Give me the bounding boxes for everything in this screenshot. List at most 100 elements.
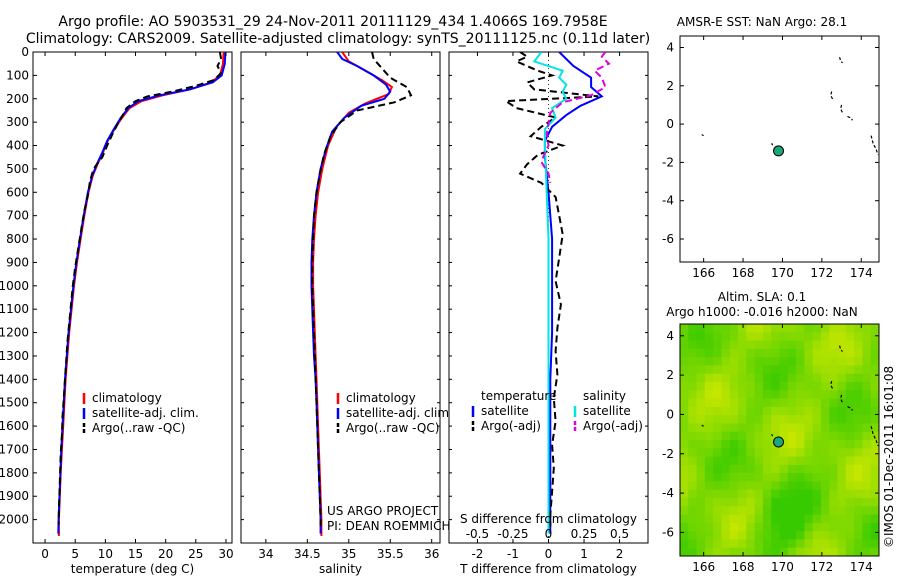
difference-top-xlabel: S difference from climatology	[460, 512, 637, 526]
sla_map-cell	[804, 373, 814, 383]
sla_map-cell	[762, 448, 772, 458]
sla_map-cell	[729, 498, 739, 507]
salinity-legend-label: climatology	[346, 391, 416, 405]
sla_map-cell	[829, 324, 839, 333]
sst_map-ytick-label: -2	[662, 155, 674, 169]
sla_map-cell	[762, 431, 772, 441]
sla_map-cell	[821, 324, 830, 333]
sla_map-cell	[829, 398, 839, 408]
sla_map-cell	[821, 448, 830, 458]
sla_map-cell	[812, 448, 822, 458]
sla_map-cell	[829, 473, 839, 482]
sla_map-cell	[870, 539, 879, 549]
sla_map-cell	[779, 547, 789, 556]
sla_map-cell	[862, 324, 872, 333]
sst_map-ytick-label: 0	[666, 117, 674, 131]
sla_map-cell	[787, 464, 797, 474]
sla_map-cell	[779, 348, 789, 358]
sla_map-ytick-label: -6	[662, 525, 674, 539]
sla_map-cell	[870, 365, 879, 375]
sla_map-cell	[680, 431, 689, 441]
sla_map-cell	[746, 464, 756, 474]
sla_map-cell	[796, 489, 805, 499]
sla_map-cell	[845, 506, 855, 516]
sla_map-cell	[796, 406, 805, 416]
temperature-ytick-label: 2000	[0, 513, 29, 527]
sla_map-cell	[738, 489, 747, 499]
sla_map-cell	[837, 382, 847, 391]
sla_map-cell	[812, 489, 822, 499]
sst_map-coast-segment	[839, 104, 844, 113]
sla_map-cell	[862, 382, 872, 391]
sla_map-cell	[762, 481, 772, 491]
sla_map-cell	[779, 506, 789, 516]
sla_map-cell	[713, 539, 723, 549]
sla_map-coast-segment	[701, 424, 704, 427]
sla_map-cell	[870, 489, 879, 499]
sla_map-cell	[688, 415, 698, 424]
sla_map-cell	[862, 539, 872, 549]
sla_map-cell	[796, 531, 805, 540]
sla_map-cell	[845, 406, 855, 416]
sla_map-cell	[821, 522, 830, 532]
sla_map-xtick-label: 166	[692, 560, 715, 574]
sla_map-cell	[804, 431, 814, 441]
temperature-ytick-label: 1000	[0, 279, 29, 293]
sla_map-cell	[862, 390, 872, 400]
sla_map-cell	[845, 489, 855, 499]
sla_map-cell	[804, 348, 814, 358]
sla_map-cell	[713, 481, 723, 491]
sla_map-cell	[787, 423, 797, 433]
sla_map-cell	[738, 498, 747, 507]
temperature-ytick-label: 0	[21, 45, 29, 59]
sla_map-cell	[812, 332, 822, 342]
sla_map-cell	[721, 456, 731, 466]
sla_map-cell	[829, 373, 839, 383]
sla_map-cell	[688, 431, 698, 441]
sla_map-cell	[771, 547, 781, 556]
sla_map-cell	[804, 464, 814, 474]
sla_map-cell	[721, 324, 731, 333]
sla_map-cell	[821, 415, 830, 424]
sla_map-cell	[870, 514, 879, 524]
sla_map-cell	[754, 357, 764, 366]
sla_map-cell	[845, 481, 855, 491]
sla_map-cell	[721, 382, 731, 391]
sla_map-cell	[787, 390, 797, 400]
sla_map-cell	[713, 514, 723, 524]
sla_map-cell	[704, 431, 714, 441]
sla_map-cell	[721, 415, 731, 424]
sla_map-cell	[796, 448, 805, 458]
sla_map-cell	[696, 514, 706, 524]
sla_map-cell	[713, 431, 723, 441]
sla_map-cell	[688, 539, 698, 549]
sla_map-cell	[771, 456, 781, 466]
sla_map-cell	[804, 473, 814, 482]
sla_map-cell	[787, 348, 797, 358]
sla_map-cell	[796, 539, 805, 549]
sla_map-cell	[688, 456, 698, 466]
sla_map-cell	[762, 506, 772, 516]
sla_map-cell	[787, 522, 797, 532]
sla_map-cell	[837, 332, 847, 342]
sla_map-cell	[680, 481, 689, 491]
sla_map-cell	[721, 464, 731, 474]
sla_map-cell	[779, 498, 789, 507]
sst_map-ytick-label: -4	[662, 194, 674, 208]
difference-top-xtick-label: -0.25	[497, 527, 528, 541]
sla_map-cell	[771, 489, 781, 499]
pi-annotation: PI: DEAN ROEMMICH	[327, 519, 450, 533]
sla_map-cell	[870, 423, 879, 433]
sla_map-cell	[829, 506, 839, 516]
sla_map-cell	[821, 473, 830, 482]
sla_map-cell	[804, 332, 814, 342]
difference-legend-label: Argo(-adj)	[481, 419, 541, 433]
sla_map-cell	[738, 448, 747, 458]
sla_map-cell	[779, 398, 789, 408]
sla_map-cell	[704, 481, 714, 491]
sla_map-cell	[779, 464, 789, 474]
sla_map-cell	[704, 456, 714, 466]
sla_map-cell	[771, 382, 781, 391]
sla_map-cell	[754, 365, 764, 375]
sst_map-xtick-label: 166	[692, 266, 715, 280]
